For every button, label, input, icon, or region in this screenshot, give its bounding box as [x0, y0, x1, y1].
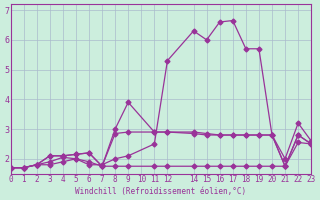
- X-axis label: Windchill (Refroidissement éolien,°C): Windchill (Refroidissement éolien,°C): [75, 187, 246, 196]
